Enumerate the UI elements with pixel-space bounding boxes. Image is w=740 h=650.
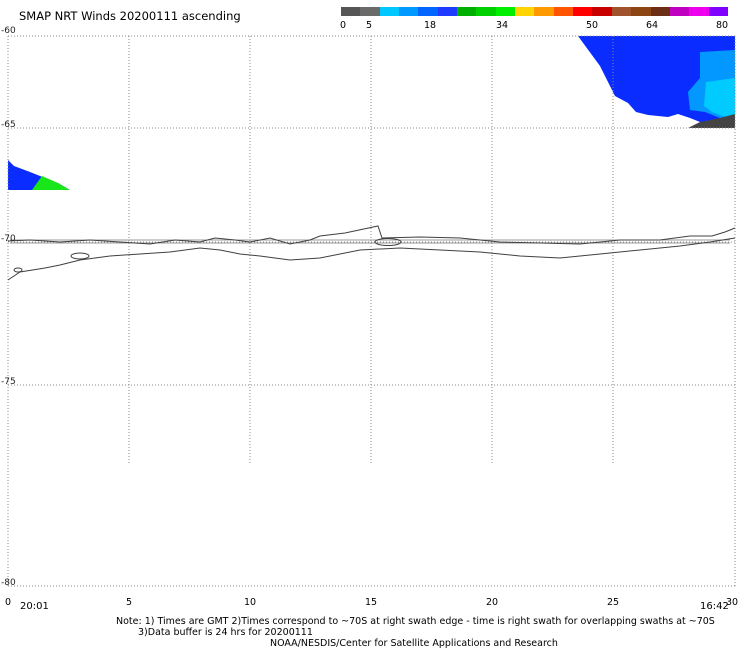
antarctic-coastline [7, 225, 736, 281]
latitude-label-70: -70 [1, 234, 16, 244]
colorbar-segment-2 [379, 7, 400, 16]
colorbar-segment-12 [573, 7, 593, 16]
colorbar-segment-11 [553, 7, 574, 16]
legend-label-80: 80 [715, 20, 729, 31]
legend-label-64: 64 [645, 20, 659, 31]
land-patch-northeast [688, 114, 735, 128]
wind-swath-west-green [32, 176, 70, 190]
legend-label-50: 50 [585, 20, 599, 31]
colorbar-segment-0 [341, 7, 361, 16]
colorbar-segment-10 [534, 7, 554, 16]
colorbar-segment-6 [457, 7, 477, 16]
longitude-label-20: 20 [485, 597, 499, 608]
colorbar-segment-13 [592, 7, 612, 16]
colorbar-segment-1 [360, 7, 380, 16]
longitude-label-5: 5 [125, 597, 133, 608]
legend-label-5: 5 [365, 20, 373, 31]
legend-label-18: 18 [423, 20, 437, 31]
note-line-3: NOAA/NESDIS/Center for Satellite Applica… [270, 638, 558, 649]
colorbar-segment-9 [515, 7, 535, 16]
colorbar-segment-7 [476, 7, 496, 16]
colorbar-segment-5 [437, 7, 458, 16]
colorbar-segment-14 [611, 7, 632, 16]
colorbar-segment-19 [708, 7, 728, 16]
latitude-label-65: -65 [1, 120, 16, 130]
legend-label-34: 34 [495, 20, 509, 31]
longitude-label-15: 15 [364, 597, 378, 608]
wind-speed-colorbar [341, 7, 728, 16]
longitude-gridlines [7, 36, 736, 586]
colorbar-segment-17 [669, 7, 690, 16]
longitude-label-25: 25 [606, 597, 620, 608]
legend-label-0: 0 [339, 20, 347, 31]
colorbar-segment-8 [495, 7, 516, 16]
wind-swath-northeast-cyan [704, 78, 735, 118]
latitude-gridlines [8, 35, 735, 587]
colorbar-segment-3 [399, 7, 419, 16]
colorbar-segment-16 [650, 7, 670, 16]
note-line-1: Note: 1) Times are GMT 2)Times correspon… [116, 616, 715, 627]
colorbar-segment-18 [689, 7, 709, 16]
longitude-label-0: 0 [4, 597, 12, 608]
colorbar-segment-4 [418, 7, 438, 16]
latitude-label-60: -60 [1, 26, 16, 36]
latitude-label-80: -80 [1, 578, 16, 588]
swath-time-left: 20:01 [20, 601, 49, 612]
latitude-label-75: -75 [1, 377, 16, 387]
longitude-label-30: 30 [725, 597, 739, 608]
colorbar-segment-15 [631, 7, 651, 16]
swath-time-right: 16:42 [700, 601, 729, 612]
map-title: SMAP NRT Winds 20200111 ascending [19, 9, 241, 23]
note-line-2: 3)Data buffer is 24 hrs for 20200111 [138, 627, 313, 638]
longitude-label-10: 10 [243, 597, 257, 608]
